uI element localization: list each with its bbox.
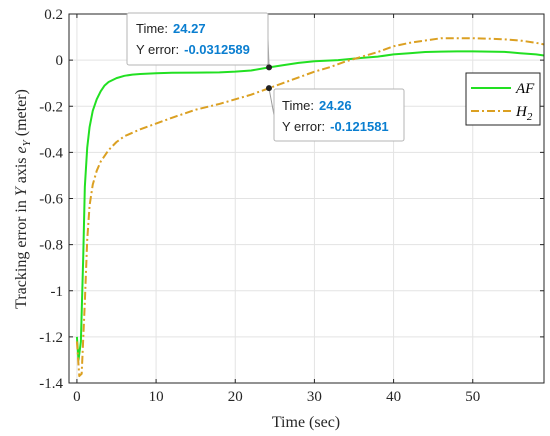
x-tick-label: 50: [465, 389, 480, 405]
datatip-connector: [268, 88, 275, 116]
legend: AF H2: [465, 72, 541, 126]
datatip-af: Time: 24.27 Y error: -0.0312589: [126, 12, 269, 66]
legend-box: [465, 72, 541, 126]
y-tick-label: 0.2: [44, 7, 63, 23]
datatip-h2: Time: 24.26 Y error: -0.121581: [273, 88, 405, 142]
datatip-box: [273, 88, 405, 142]
y-tick-label: -0.2: [39, 99, 63, 115]
datatip-error: Y error: -0.121581: [282, 119, 389, 134]
x-axis-title: Time (sec): [272, 414, 340, 431]
x-tick-label: 20: [228, 389, 243, 405]
x-tick-label: 30: [307, 389, 322, 405]
y-axis-ticks: 0.2 0 -0.2 -0.4 -0.6 -0.8 -1 -1.2 -1.4: [39, 7, 544, 392]
y-tick-label: -1: [51, 284, 64, 300]
datatip-error: Y error: -0.0312589: [136, 42, 250, 57]
x-tick-label: 0: [73, 389, 81, 405]
datatip-markers: [265, 64, 273, 92]
datatip-time: Time: 24.26: [282, 98, 352, 113]
y-tick-label: 0: [56, 53, 64, 69]
datatip-marker[interactable]: [266, 64, 273, 71]
datatip-time: Time: 24.27: [136, 21, 206, 36]
x-axis-ticks: 0 10 20 30 40 50: [73, 14, 480, 405]
y-tick-label: -1.4: [39, 376, 63, 392]
datatip-marker[interactable]: [265, 85, 272, 92]
x-tick-label: 10: [149, 389, 164, 405]
y-axis-title: Tracking error in Y axis eY (meter): [13, 89, 33, 309]
legend-label-h2: H2: [515, 104, 533, 123]
y-tick-label: -1.2: [39, 330, 63, 346]
legend-label-af: AF: [515, 81, 535, 97]
series-line-h2: [75, 37, 545, 378]
y-tick-label: -0.6: [39, 192, 63, 208]
y-tick-label: -0.4: [39, 145, 63, 161]
datatip-box: [126, 12, 269, 66]
datatips: Time: 24.27 Y error: -0.0312589 Time: 24.26…: [126, 12, 405, 142]
series-lines: [75, 37, 545, 378]
series-line-af: [75, 50, 545, 361]
y-tick-label: -0.8: [39, 238, 63, 254]
x-tick-label: 40: [386, 389, 401, 405]
